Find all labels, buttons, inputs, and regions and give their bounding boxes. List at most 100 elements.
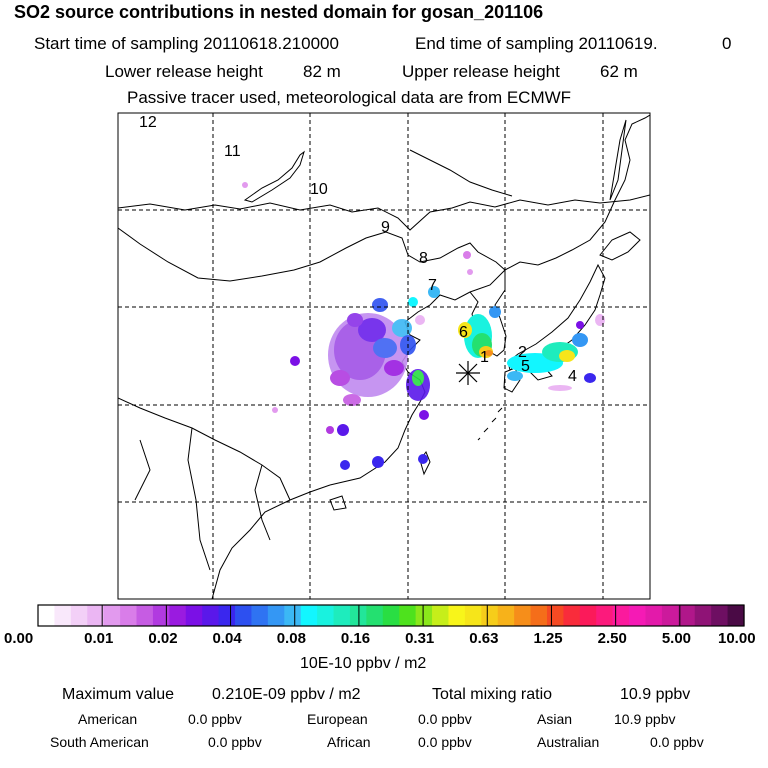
colorbar-cell [727,605,745,626]
colorbar-cell [366,605,384,626]
trajectory-label: 5 [521,358,530,375]
colorbar-cell [546,605,564,626]
colorbar-cell [530,605,548,626]
end-time-label: End time of sampling 20110619. [415,34,658,53]
colorbar-cell [432,605,450,626]
region-name: American [78,711,138,727]
max-value-label: Maximum value [62,686,175,703]
region-name: Asian [537,711,573,727]
plume-china [328,298,430,406]
source-contribution-map: 12 11 10 9 8 7 6 1 2 5 4 [117,112,651,600]
colorbar-cell [333,605,351,626]
colorbar-units: 10E-10 ppbv / m2 [300,655,427,672]
colorbar-cell [399,605,417,626]
colorbar-cell [448,605,466,626]
upper-release-value: 62 m [600,62,638,81]
max-value: 0.210E-09 ppbv / m2 [212,686,361,703]
colorbar-cell [678,605,696,626]
plume-japan [507,314,605,391]
region-value: 0.0 ppbv [188,711,242,727]
colorbar-cell [185,605,203,626]
colorbar-cell [54,605,72,626]
colorbar-cell [694,605,712,626]
plume-isolated [242,182,473,470]
colorbar-cell [661,605,679,626]
colorbar-cell [218,605,236,626]
colorbar-tick-label: 10.00 [718,630,756,647]
colorbar-tick-label: 5.00 [661,630,692,647]
colorbar-cell [120,605,138,626]
start-time-label: Start time of sampling 20110618.210000 [34,34,339,53]
plume-korea [458,306,501,358]
colorbar-cell [497,605,515,626]
colorbar-cell [87,605,105,626]
colorbar [37,604,745,627]
tracer-note: Passive tracer used, meteorological data… [127,88,572,107]
colorbar-tick-label: 0.31 [405,630,435,647]
lower-release-label: Lower release height [105,62,263,81]
colorbar-tick-label: 0.01 [84,630,114,647]
receptor-star-marker [456,361,480,385]
colorbar-cell [267,605,285,626]
trajectory-label: 10 [310,181,328,198]
trajectory-label: 6 [459,324,468,341]
colorbar-cell [629,605,647,626]
colorbar-cell [169,605,187,626]
colorbar-cell [235,605,253,626]
region-value: 10.9 ppbv [614,711,676,727]
colorbar-cell [284,605,302,626]
colorbar-cell [481,605,499,626]
colorbar-cell [202,605,220,626]
lat-lon-grid [118,113,650,599]
upper-release-label: Upper release height [402,62,560,81]
region-value: 0.0 ppbv [650,734,704,750]
colorbar-tick-label: 0.63 [469,630,499,647]
colorbar-cell [415,605,433,626]
map-frame [117,112,651,600]
total-mixing-value: 10.9 ppbv [620,686,691,703]
region-value: 0.0 ppbv [418,711,472,727]
plume-layer [242,182,605,470]
colorbar-cell [514,605,532,626]
colorbar-tick-label: 0.04 [212,630,242,647]
colorbar-cell [612,605,630,626]
region-name: African [327,734,371,750]
colorbar-cell [152,605,170,626]
lower-release-value: 82 m [303,62,341,81]
colorbar-tick-label: 0.02 [148,630,178,647]
trajectory-label: 11 [224,143,241,160]
region-value: 0.0 ppbv [418,734,472,750]
trajectory-label: 2 [518,344,527,361]
colorbar-cell [70,605,88,626]
trajectory-label: 8 [419,250,428,267]
colorbar-cell [136,605,154,626]
trajectory-label: 7 [428,277,437,294]
trajectory-label: 1 [480,349,489,366]
colorbar-cell [645,605,663,626]
colorbar-cell [464,605,482,626]
trajectory-label: 12 [139,114,157,131]
colorbar-cell [38,605,56,626]
colorbar-cell [382,605,400,626]
region-value: 0.0 ppbv [208,734,262,750]
end-time-value: 0 [722,34,732,53]
colorbar-tick-label: 1.25 [533,630,563,647]
colorbar-cell [317,605,335,626]
colorbar-tick-label: 0.16 [340,630,371,647]
colorbar-cell [300,605,318,626]
plume-bohai [408,286,440,325]
plot-title: SO2 source contributions in nested domai… [14,2,544,22]
colorbar-cell [563,605,581,626]
colorbar-tick-label: 0.08 [276,630,306,647]
total-mixing-label: Total mixing ratio [432,686,553,703]
colorbar-cell [596,605,614,626]
region-name: South American [50,734,149,750]
colorbar-cell [579,605,597,626]
colorbar-tick-label: 0.00 [4,630,34,647]
colorbar-cell [711,605,729,626]
colorbar-tick-label: 2.50 [597,630,627,647]
region-name: Australian [537,734,600,750]
colorbar-cell [251,605,269,626]
trajectory-label: 4 [568,368,577,385]
trajectory-label: 9 [381,219,390,236]
